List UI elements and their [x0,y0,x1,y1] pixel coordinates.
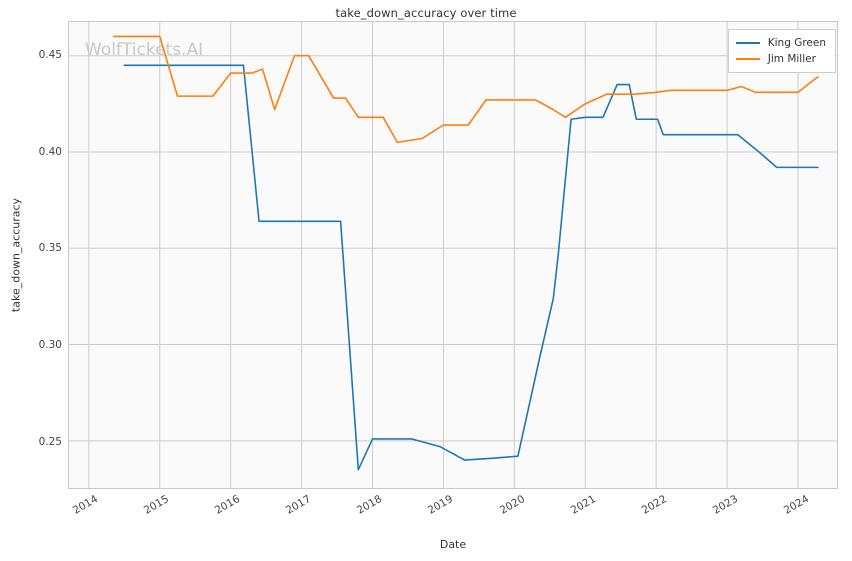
x-tick-label-2015: 2015 [141,493,171,517]
x-tick-label-2018: 2018 [355,493,385,517]
x-tick-label-2022: 2022 [639,493,669,517]
y-tick-label-0.45: 0.45 [38,48,62,61]
watermark-layer: WolfTickets.AI [69,22,837,488]
y-tick-label-0.25: 0.25 [38,435,62,448]
series-layer [69,22,837,488]
series-line-king-green [124,65,818,469]
x-tick-label-2017: 2017 [284,493,314,517]
page-title: take_down_accuracy over time [335,6,517,20]
x-tick-label-2020: 2020 [497,493,527,517]
grid-layer [69,22,837,488]
legend-label-jim-miller: Jim Miller [767,53,816,65]
x-tick-label-2024: 2024 [781,493,811,517]
plot-area: WolfTickets.AI [68,21,838,489]
x-tick-label-2021: 2021 [568,493,598,517]
legend-swatch-king-green [735,42,760,44]
legend-label-king-green: King Green [767,37,826,49]
x-tick-label-2019: 2019 [426,493,456,517]
y-axis-label: take_down_accuracy [9,197,23,313]
x-tick-label-2016: 2016 [212,493,243,517]
x-axis-label: Date [439,538,467,551]
watermark-text: WolfTickets.AI [85,40,204,60]
y-tick-label-0.30: 0.30 [38,338,62,351]
x-tick-label-2023: 2023 [710,493,740,517]
y-axis-ticks: 0.25 0.30 0.35 0.40 0.45 [0,21,62,489]
y-tick-label-0.40: 0.40 [38,145,62,158]
x-tick-label-2014: 2014 [70,493,100,517]
y-tick-label-0.35: 0.35 [38,242,62,255]
legend-item-jim-miller[interactable]: Jim Miller [735,51,826,67]
legend-item-king-green[interactable]: King Green [735,35,826,51]
legend-swatch-jim-miller [735,58,760,60]
series-line-jim-miller [114,36,818,142]
legend: King Green Jim Miller [727,29,836,73]
